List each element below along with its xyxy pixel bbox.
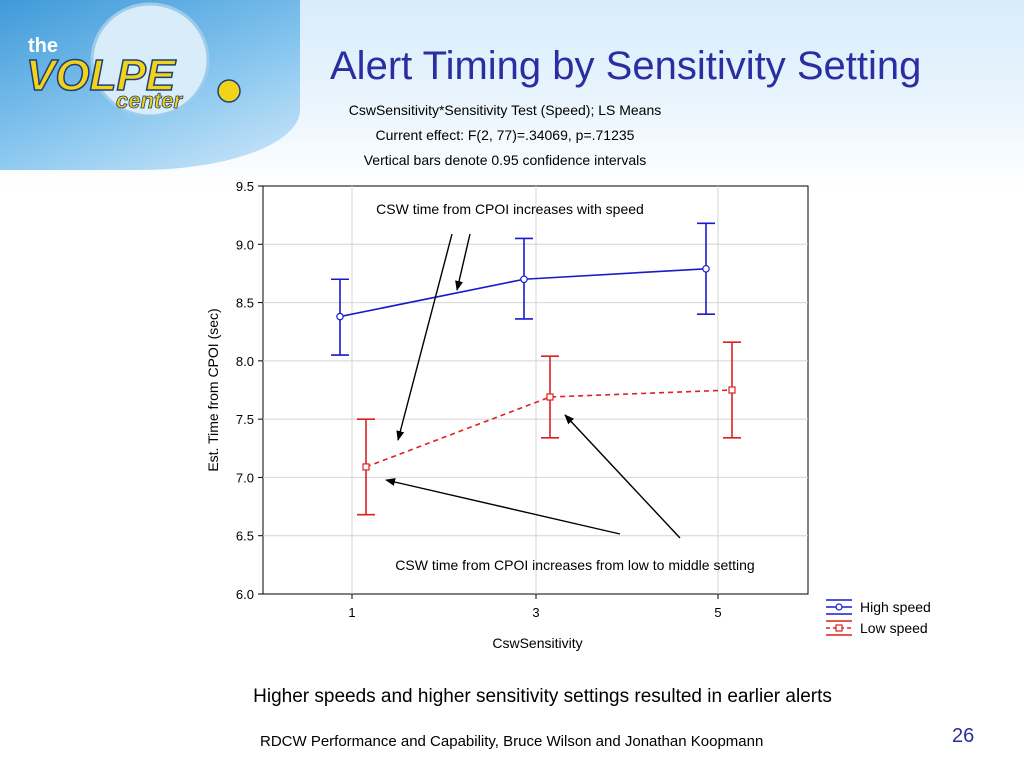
slide-title: Alert Timing by Sensitivity Setting xyxy=(330,44,922,88)
logo-word-center: center xyxy=(116,88,183,113)
legend-marker xyxy=(835,624,843,632)
y-tick-label: 8.0 xyxy=(236,354,254,369)
slide-footer: RDCW Performance and Capability, Bruce W… xyxy=(260,733,764,750)
data-point-high-speed xyxy=(336,312,344,321)
data-point-low-speed xyxy=(728,386,736,394)
arrow-setting-3 xyxy=(564,414,681,539)
logo-globe xyxy=(90,2,210,118)
annotation-setting: CSW time from CPOI increases from low to… xyxy=(395,557,754,573)
legend-marker xyxy=(835,603,843,611)
chart-subtitle-line-1: CswSensitivity*Sensitivity Test (Speed);… xyxy=(348,102,662,118)
y-tick-label: 6.5 xyxy=(236,529,254,544)
page-number: 26 xyxy=(952,725,975,747)
y-tick-label: 8.5 xyxy=(236,296,254,311)
arrow-speed-high xyxy=(455,233,471,291)
data-point-low-speed xyxy=(546,393,554,401)
volpe-center-logo: the VOLPE center xyxy=(25,2,241,118)
y-tick-label: 9.0 xyxy=(236,237,254,252)
chart-subtitle-line-3: Vertical bars denote 0.95 confidence int… xyxy=(363,152,647,168)
annotation-speed: CSW time from CPOI increases with speed xyxy=(376,201,644,217)
data-point-low-speed xyxy=(362,463,370,471)
logo-swirl-icon xyxy=(217,79,241,103)
data-point-high-speed xyxy=(520,275,528,284)
y-tick-label: 7.5 xyxy=(236,412,254,427)
y-axis-label: Est. Time from CPOI (sec) xyxy=(205,308,221,471)
x-tick-label: 5 xyxy=(714,605,721,620)
legend-label: Low speed xyxy=(860,620,928,636)
chart-subtitle-line-2: Current effect: F(2, 77)=.34069, p=.7123… xyxy=(375,127,635,143)
data-point-high-speed xyxy=(702,264,710,273)
series-line-low-speed xyxy=(365,389,733,468)
x-axis-label: CswSensitivity xyxy=(492,635,582,651)
legend-label: High speed xyxy=(860,599,931,615)
y-tick-label: 6.0 xyxy=(236,587,254,602)
logo-word-the: the xyxy=(28,35,58,57)
slide-caption: Higher speeds and higher sensitivity set… xyxy=(253,686,832,707)
arrow-setting-1 xyxy=(385,478,621,535)
x-tick-label: 3 xyxy=(532,605,539,620)
y-tick-label: 9.5 xyxy=(236,179,254,194)
x-tick-label: 1 xyxy=(348,605,355,620)
y-tick-label: 7.0 xyxy=(236,470,254,485)
arrow-speed-low xyxy=(396,233,453,441)
logo-word-volpe: VOLPE xyxy=(26,51,177,100)
